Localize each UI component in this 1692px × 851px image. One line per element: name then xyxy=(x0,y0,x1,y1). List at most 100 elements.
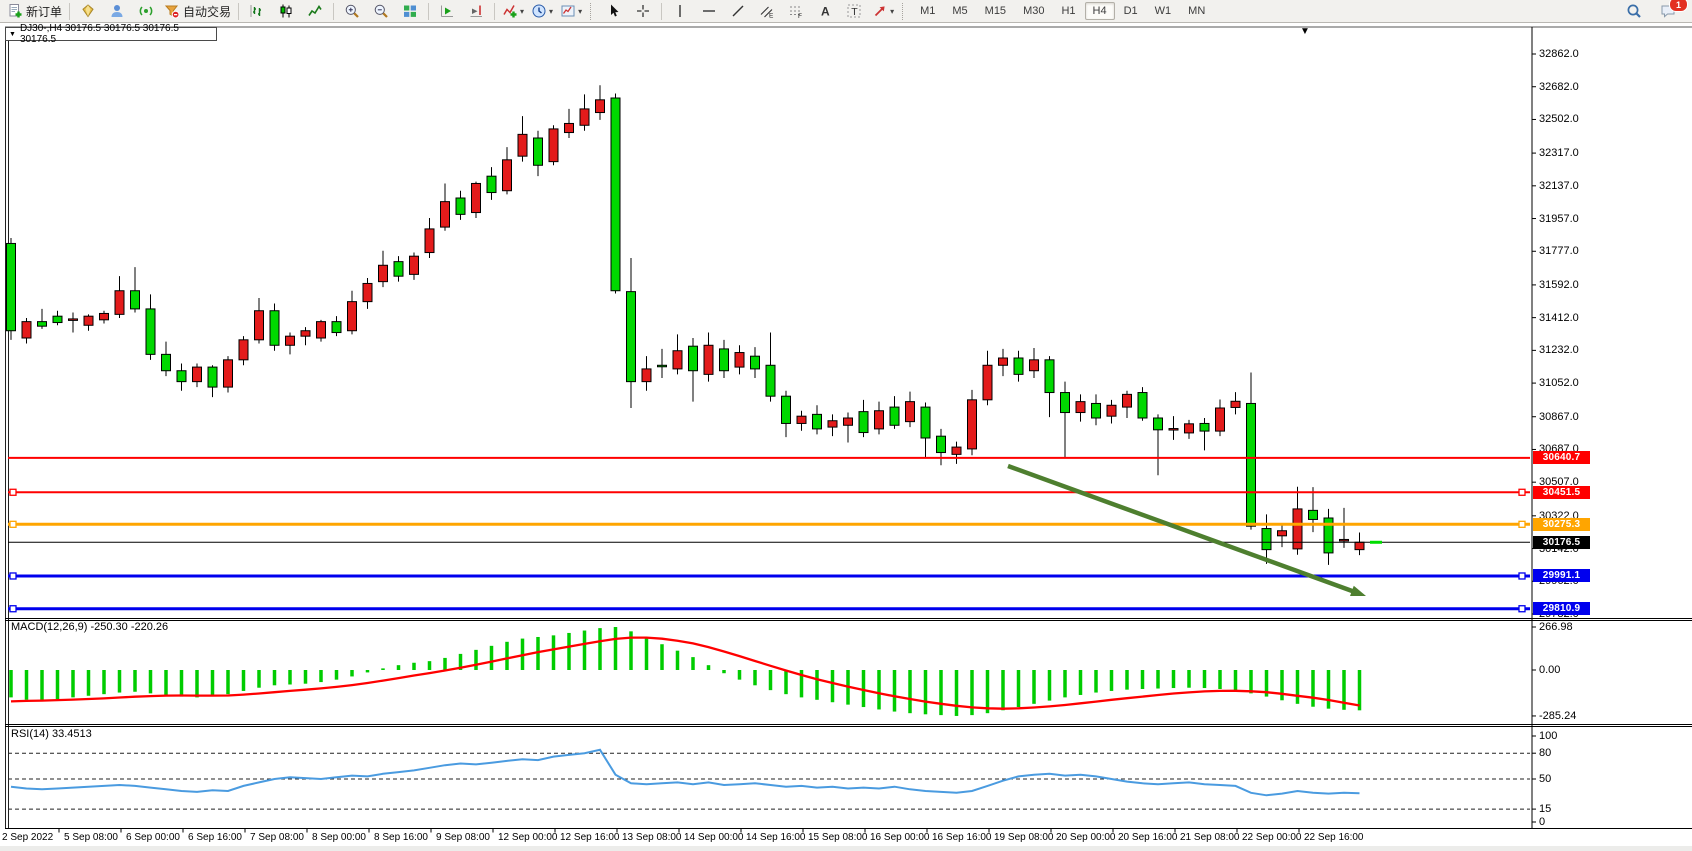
price-tick-label: 31232.0 xyxy=(1539,344,1579,357)
indicators-button[interactable]: ▾ xyxy=(499,0,527,22)
candlestick-chart-button[interactable] xyxy=(272,0,300,22)
one-click-trading-toggle-icon[interactable]: ▼ xyxy=(9,30,16,38)
toolbar-separator xyxy=(333,2,335,20)
channel-icon: E xyxy=(760,6,774,20)
time-axis-label: 13 Sep 08:00 xyxy=(622,832,682,843)
line-chart-button[interactable] xyxy=(301,0,329,22)
timeframe-button-mn[interactable]: MN xyxy=(1188,5,1206,17)
template-icon xyxy=(561,5,575,17)
macd-histogram xyxy=(9,626,1362,716)
timeframe-button-d1[interactable]: D1 xyxy=(1123,5,1138,17)
clock-icon xyxy=(532,4,546,18)
time-axis-label: 20 Sep 00:00 xyxy=(1056,832,1116,843)
line-price-badge: 30451.5 xyxy=(1533,485,1590,499)
chartshift-icon xyxy=(470,5,483,17)
rsi-level-lines xyxy=(8,752,1530,810)
chart-ohlc-header: ▼ DJ30-,H4 30176.5 30176.5 30176.5 30176… xyxy=(5,23,217,45)
auto-scroll-button[interactable] xyxy=(433,0,461,22)
price-tick-label: 32317.0 xyxy=(1539,147,1579,160)
rsi-tick-label: 50 xyxy=(1539,773,1552,785)
svg-text:A: A xyxy=(821,5,830,19)
line-price-badge: 29991.1 xyxy=(1533,569,1590,583)
search-button[interactable] xyxy=(1620,0,1648,22)
svg-text:F: F xyxy=(798,13,802,19)
cursor-icon xyxy=(611,4,619,17)
timeframe-button-w1[interactable]: W1 xyxy=(1154,5,1172,17)
symbol-ohlc-text: DJ30-,H4 30176.5 30176.5 30176.5 30176.5 xyxy=(19,23,179,45)
timeframe-button-h1[interactable]: H1 xyxy=(1061,5,1076,17)
new-order-button[interactable]: 新订单 xyxy=(4,0,65,22)
zoom-in-button[interactable] xyxy=(338,0,366,22)
time-axis-label: 21 Sep 08:00 xyxy=(1180,832,1240,843)
crosshair-icon xyxy=(637,5,650,17)
periods-button[interactable]: ▾ xyxy=(528,0,556,22)
timeframe-button-h4[interactable]: H4 xyxy=(1084,2,1115,20)
channel-button[interactable]: E xyxy=(753,0,781,22)
time-axis-label: 8 Sep 00:00 xyxy=(312,832,366,843)
chart-shift-button[interactable] xyxy=(462,0,490,22)
axis-tick-marks xyxy=(58,53,1536,833)
text-t-icon: T xyxy=(847,4,861,18)
timeframe-button-m30[interactable]: M30 xyxy=(1023,5,1045,17)
signal-button[interactable] xyxy=(132,0,160,22)
time-axis-label: 22 Sep 00:00 xyxy=(1242,832,1302,843)
gem-tool-button[interactable] xyxy=(74,0,102,22)
horizontal-line[interactable] xyxy=(8,488,1530,496)
person-icon xyxy=(111,5,123,17)
main-toolbar: 新订单 自动交易 ▾ ▾ ▾ E F A T ▾ M1 M5 M15 M30 H1 H4 D1 W1 MN 1 xyxy=(0,0,1692,23)
macd-tick-label: 266.98 xyxy=(1539,620,1573,633)
horizontal-line[interactable] xyxy=(8,605,1530,613)
fibo-icon: F xyxy=(790,6,803,19)
bar-chart-button[interactable] xyxy=(243,0,271,22)
macd-signal-line xyxy=(10,636,1360,710)
rsi-tick-label: 15 xyxy=(1539,803,1552,816)
trend-arrow[interactable] xyxy=(1007,463,1366,597)
notification-badge: 1 xyxy=(1669,0,1688,12)
notifications-button[interactable]: 1 xyxy=(1654,0,1688,22)
horizontal-line[interactable] xyxy=(8,572,1530,580)
candlestick-series xyxy=(6,85,1365,565)
search-icon xyxy=(1627,4,1641,18)
zoom-out-button[interactable] xyxy=(367,0,395,22)
price-tick-label: 31957.0 xyxy=(1539,212,1579,225)
timeframe-button-m1[interactable]: M1 xyxy=(920,5,936,17)
time-axis-label: 2 Sep 2022 xyxy=(2,832,54,843)
fibonacci-button[interactable]: F xyxy=(782,0,810,22)
toolbar-separator xyxy=(69,2,71,20)
dropdown-caret-icon: ▾ xyxy=(520,6,525,16)
horizontal-line[interactable] xyxy=(8,520,1530,528)
crosshair-button[interactable] xyxy=(629,0,657,22)
trader-panel-button[interactable] xyxy=(103,0,131,22)
horizontal-line-button[interactable] xyxy=(695,0,723,22)
price-tick-label: 32682.0 xyxy=(1539,80,1579,93)
macd-tick-label: 0.00 xyxy=(1539,664,1561,676)
autotrading-button-label: 自动交易 xyxy=(183,4,232,19)
tile-windows-button[interactable] xyxy=(396,0,424,22)
trendline-button[interactable] xyxy=(724,0,752,22)
price-tick-label: 32137.0 xyxy=(1539,179,1579,192)
text-button[interactable]: A xyxy=(811,0,839,22)
dropdown-caret-icon: ▾ xyxy=(578,6,583,16)
gem-icon xyxy=(82,4,94,18)
time-axis-label: 22 Sep 16:00 xyxy=(1304,832,1364,843)
price-tick-label: 31777.0 xyxy=(1539,245,1579,258)
price-tick-label: 31412.0 xyxy=(1539,311,1579,324)
chart-frame xyxy=(5,26,1692,829)
autotrading-button[interactable]: 自动交易 xyxy=(161,0,234,22)
chart-shift-marker[interactable]: ▼ xyxy=(1300,26,1310,37)
autoscroll-icon xyxy=(441,5,454,17)
window-bottom-edge xyxy=(0,846,1692,851)
rsi-tick-label: 80 xyxy=(1539,747,1552,760)
cursor-button[interactable] xyxy=(600,0,628,22)
timeframe-button-m5[interactable]: M5 xyxy=(952,5,968,17)
label-button[interactable]: T xyxy=(840,0,868,22)
svg-text:T: T xyxy=(851,6,858,18)
templates-button[interactable]: ▾ xyxy=(557,0,585,22)
svg-text:E: E xyxy=(769,13,774,20)
timeframe-button-m15[interactable]: M15 xyxy=(984,5,1007,17)
vertical-line-button[interactable] xyxy=(666,0,694,22)
arrows-button[interactable]: ▾ xyxy=(869,0,897,22)
toolbar-separator xyxy=(661,2,663,20)
